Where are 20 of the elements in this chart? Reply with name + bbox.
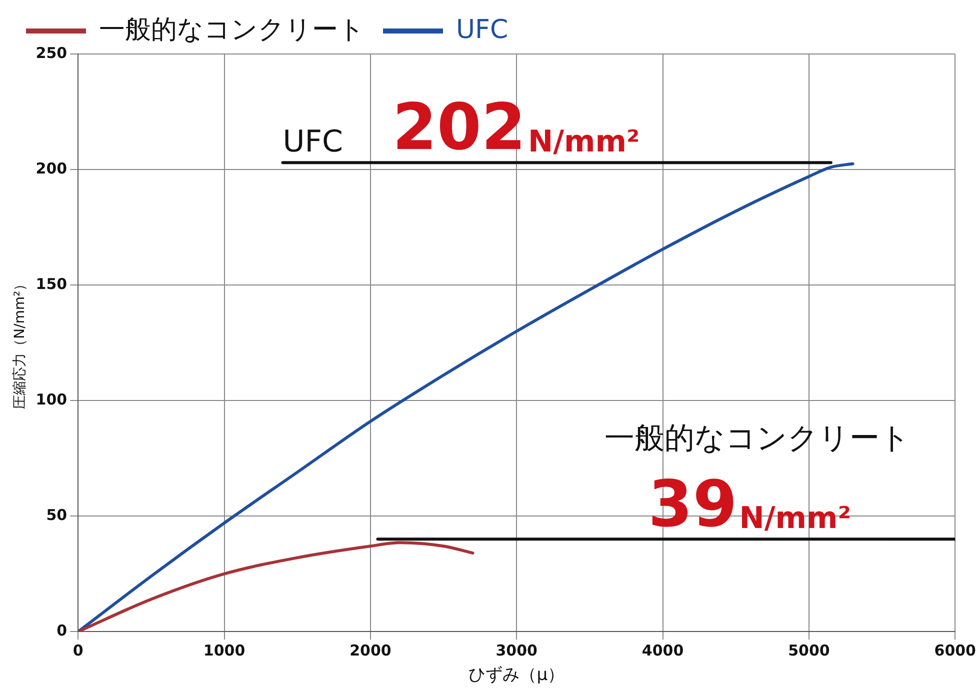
x-tick-label: 1000 [203, 641, 246, 660]
y-tick-label: 100 [36, 390, 68, 408]
legend-label: UFC [456, 14, 508, 45]
x-tick-label: 3000 [496, 641, 538, 660]
y-tick-label: 50 [46, 506, 68, 524]
x-tick-label: 0 [72, 641, 84, 660]
y-tick-label: 150 [36, 274, 68, 293]
x-tick-label: 5000 [788, 641, 830, 660]
y-tick-label: 200 [36, 159, 68, 178]
x-tick-label: 4000 [642, 641, 684, 660]
line-series [78, 541, 474, 632]
x-axis-title: ひずみ（μ） [468, 665, 565, 686]
y-tick-label: 250 [36, 44, 68, 62]
y-axis-title: 圧縮応力（N/mm²） [12, 276, 28, 409]
x-tick-label: 2000 [350, 641, 392, 660]
y-tick-label: 0 [56, 621, 68, 640]
legend-label: 一般的なコンクリート [99, 14, 365, 45]
annotation: UFC [282, 124, 343, 160]
x-tick-label: 6000 [934, 641, 976, 660]
annotation: 一般的なコンクリート [604, 420, 910, 456]
